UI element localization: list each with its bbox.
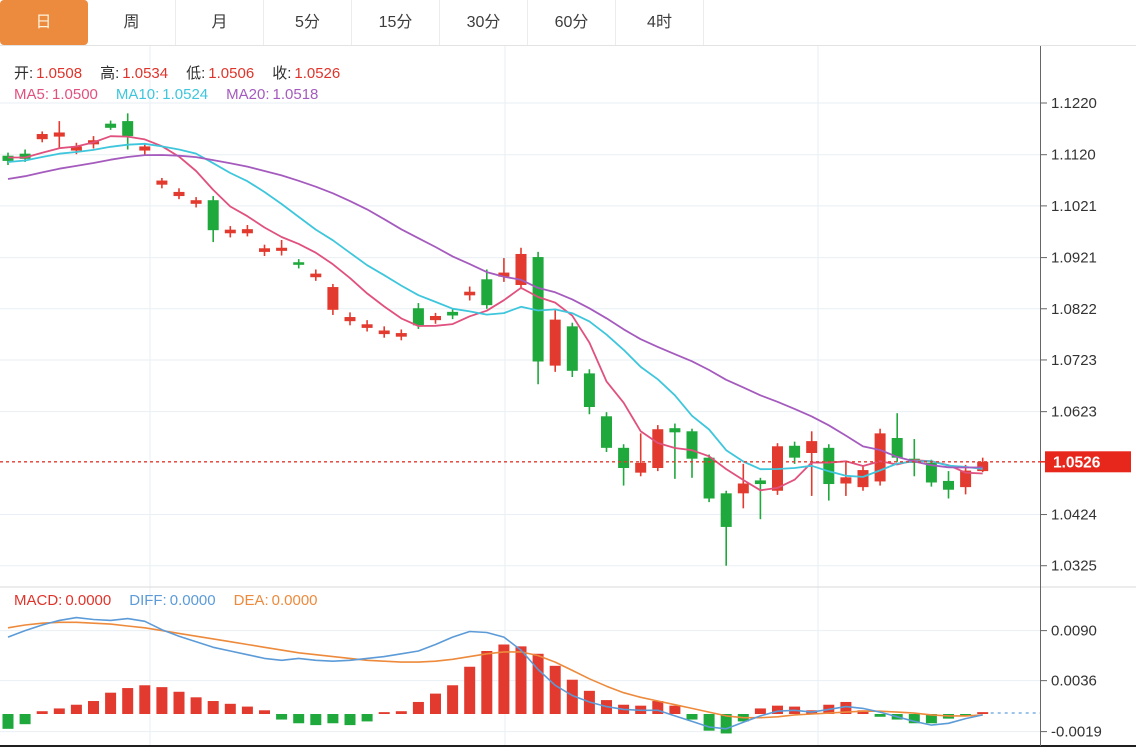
current-price-tag-label: 1.0526	[1053, 454, 1101, 471]
axis-tick-label: 1.0822	[1051, 301, 1097, 318]
axis-tick-label: 1.1120	[1051, 147, 1096, 164]
tab-15min[interactable]: 15分	[352, 0, 440, 45]
price-chart-canvas[interactable]: 1.1220 1.1120 1.1021 1.0921 1.0822 1.0723 1.06…	[0, 46, 1136, 751]
axis-tick-label: 0.0036	[1051, 673, 1097, 690]
macd-histogram	[2, 644, 989, 734]
tab-day[interactable]: 日	[0, 0, 88, 45]
diff-line	[7, 616, 983, 730]
axis-tick-label: 1.1021	[1051, 198, 1097, 215]
tab-week[interactable]: 周	[88, 0, 176, 45]
axis-tick-label: 1.1220	[1051, 95, 1097, 112]
axis-tick-label: 0.0090	[1051, 623, 1097, 640]
current-price-tag: 1.0526	[1040, 451, 1131, 473]
axis-tick-label: 1.0325	[1051, 558, 1097, 575]
timeframe-tabbar: 日 周 月 5分 15分 30分 60分 4时	[0, 0, 1136, 46]
ma10-line	[7, 142, 983, 478]
ma20-line	[7, 154, 983, 469]
tab-4hour[interactable]: 4时	[616, 0, 704, 45]
tab-30min[interactable]: 30分	[440, 0, 528, 45]
axis-tick-label: 1.0623	[1051, 404, 1097, 421]
tab-5min[interactable]: 5分	[264, 0, 352, 45]
axis-tick-label: 1.0921	[1051, 250, 1097, 267]
tab-60min[interactable]: 60分	[528, 0, 616, 45]
axis-tick-label: 1.0424	[1051, 507, 1097, 524]
tab-month[interactable]: 月	[176, 0, 264, 45]
ma5-line	[8, 135, 983, 492]
axis-tick-label: -0.0019	[1051, 724, 1102, 741]
dea-line	[7, 621, 983, 719]
gridlines	[0, 46, 1040, 746]
candles	[2, 113, 989, 566]
axis-tick-label: 1.0723	[1051, 352, 1097, 369]
right-axis: 1.1220 1.1120 1.1021 1.0921 1.0822 1.0723 1.06…	[1040, 95, 1102, 741]
